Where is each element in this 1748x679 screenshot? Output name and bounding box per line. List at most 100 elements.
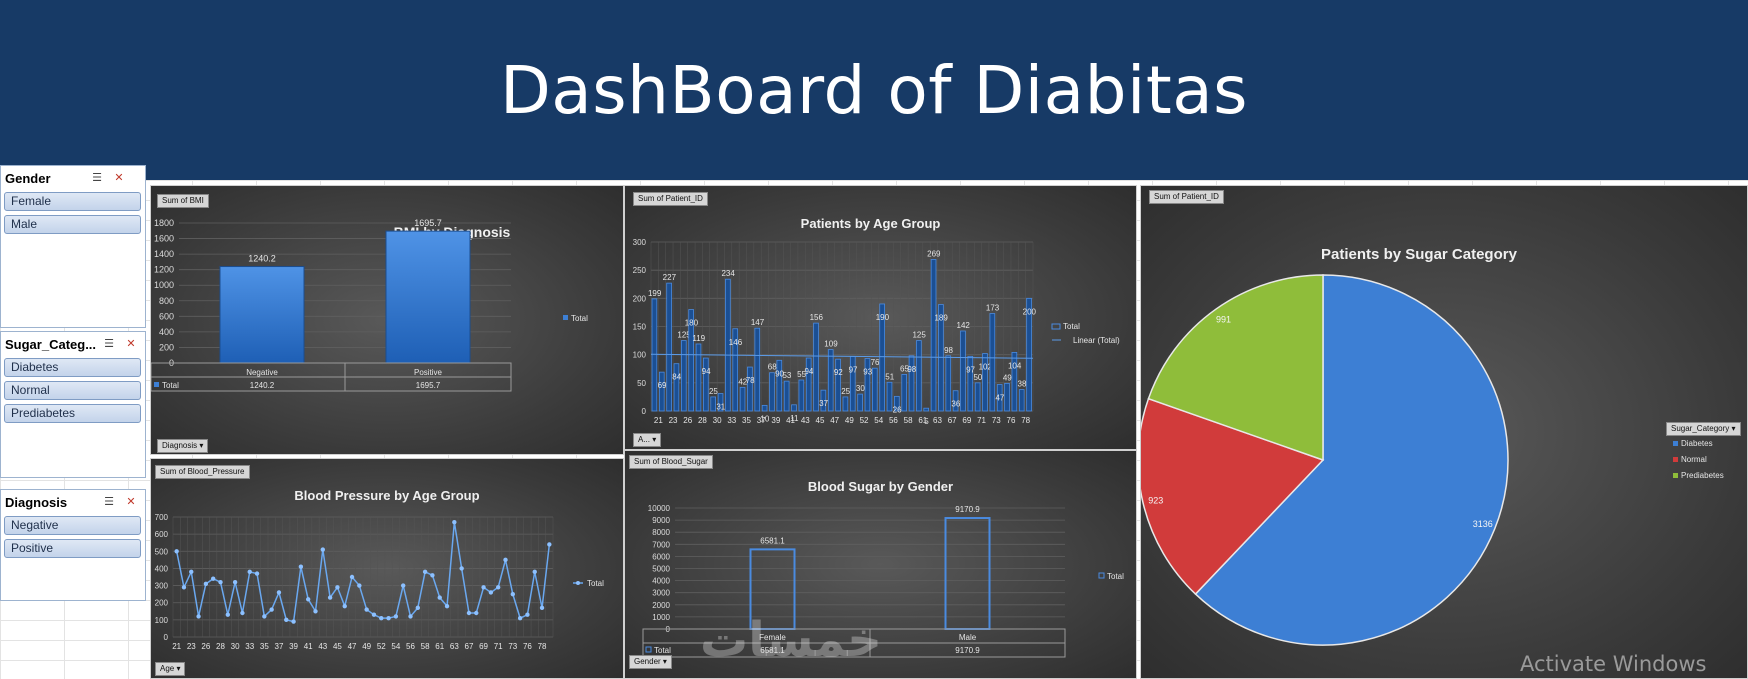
bs-value-field-button[interactable]: Sum of Blood_Sugar [629,455,713,469]
age-bar [747,366,753,412]
age-data-label: 147 [751,318,765,327]
bmi-data-label: 1695.7 [414,218,442,228]
bs-chart-panel[interactable]: Sum of Blood_Sugar Blood Sugar by Gender… [624,450,1137,679]
slicer-item-normal[interactable]: Normal [4,381,141,400]
bp-point [203,581,209,587]
clear-filter-icon[interactable]: ✕ [126,338,136,350]
age-axis-field-button[interactable]: A... [633,433,662,447]
bmi-value-field-button[interactable]: Sum of BMI [157,194,209,208]
age-data-label: 102 [979,363,993,372]
bs-table-value: 9170.9 [955,646,980,655]
bp-chart-panel[interactable]: Sum of Blood_Pressure Blood Pressure by … [150,458,624,679]
sugar-value-field-button[interactable]: Sum of Patient_ID [1149,190,1224,204]
age-chart-panel[interactable]: Sum of Patient_ID Patients by Age Group … [624,185,1137,450]
multi-select-icon[interactable]: ☰ [104,496,114,508]
age-data-label: 97 [849,365,858,374]
bp-x-tick: 71 [494,642,503,651]
bp-series-line [175,522,551,623]
bs-bar [944,517,991,630]
bp-point [386,615,391,621]
multi-select-icon[interactable]: ☰ [104,338,114,350]
bp-point [452,519,457,525]
bs-y-tick: 7000 [652,540,670,549]
bmi-table-row-label: Total [162,381,179,390]
bmi-y-tick: 200 [159,342,174,352]
age-bar [666,282,672,412]
age-data-label: 49 [1003,373,1012,382]
clear-filter-icon[interactable]: ✕ [114,172,124,184]
age-bar [952,390,959,412]
bp-point [474,610,479,616]
bs-y-tick: 9000 [652,516,670,525]
bp-x-tick: 43 [318,642,327,651]
bp-x-tick: 35 [260,642,269,651]
bp-point [444,603,450,609]
bs-data-label: 9170.9 [955,505,980,514]
age-bar [658,371,665,412]
age-bar [842,396,849,412]
age-value-field-button[interactable]: Sum of Patient_ID [633,192,708,206]
bmi-chart-panel[interactable]: Sum of BMI BMI by Diagnosis 020040060080… [150,185,624,455]
sugar-pie-panel[interactable]: Sum of Patient_ID Patients by Sugar Cate… [1140,185,1748,679]
slicer-item-male[interactable]: Male [4,215,141,234]
age-bar [1011,352,1018,412]
age-bar [761,404,768,412]
bp-point [349,574,355,580]
slicer-item-positive[interactable]: Positive [4,539,141,558]
bp-point [422,569,428,575]
bp-axis-field-button[interactable]: Age [155,662,186,676]
age-x-tick: 23 [669,416,678,425]
slicer-item-female[interactable]: Female [4,192,141,211]
slicer-item-diabetes[interactable]: Diabetes [4,358,141,377]
age-bar [783,380,790,412]
bp-point [232,579,238,585]
slicer-item-prediabetes[interactable]: Prediabetes [4,404,141,423]
diagnosis-slicer-title: Diagnosis [5,494,68,510]
sugar-legend-field-button[interactable]: Sugar_Category [1666,422,1741,436]
bmi-y-tick: 1800 [154,218,174,228]
pie-legend-key [1673,441,1678,446]
bp-point [393,614,399,619]
age-bar [967,355,974,412]
age-data-label: 55 [797,370,806,379]
age-data-label: 190 [876,313,890,322]
bp-x-tick: 26 [201,642,210,651]
age-data-label: 31 [716,403,725,412]
clear-filter-icon[interactable]: ✕ [126,496,136,508]
age-bar [974,382,981,412]
age-data-label: 26 [893,405,902,414]
age-data-label: 234 [721,269,735,278]
bp-x-tick: 37 [275,642,284,651]
bp-point [430,573,435,578]
bp-point [517,615,523,621]
age-legend-linear: Linear (Total) [1073,336,1120,345]
age-data-label: 125 [677,331,691,340]
age-bar [717,393,724,412]
bmi-axis-field-button[interactable]: Diagnosis [157,439,209,453]
bp-chart-svg: 0 100 200 300 400 500 600 700 21 23 26 28 30 33 35 37 39… [155,513,604,651]
bp-point [495,585,501,590]
age-bar [982,353,988,412]
bs-axis-field-button[interactable]: Gender [629,655,672,669]
bp-x-tick: 39 [289,642,298,651]
age-bar [857,393,863,412]
age-y-tick: 50 [637,379,646,388]
age-bar [996,384,1003,412]
multi-select-icon[interactable]: ☰ [92,172,102,184]
age-bar [673,363,680,412]
bs-y-tick: 3000 [652,589,670,598]
bs-data-label: 6581.1 [760,536,785,545]
bp-x-tick: 63 [450,642,459,651]
bp-value-field-button[interactable]: Sum of Blood_Pressure [155,465,250,479]
age-bar [901,373,908,412]
age-x-tick: 47 [830,416,839,425]
age-data-label: 38 [1018,380,1027,389]
slicer-item-negative[interactable]: Negative [4,516,141,535]
age-data-label: 125 [912,331,926,340]
age-data-label: 90 [775,369,784,378]
bs-chart-title: Blood Sugar by Gender [807,479,954,494]
age-bar [864,358,871,412]
bp-point [276,590,282,595]
sugar-slicer-title: Sugar_Categ... [5,336,97,352]
bmi-y-tick: 1200 [154,265,174,275]
